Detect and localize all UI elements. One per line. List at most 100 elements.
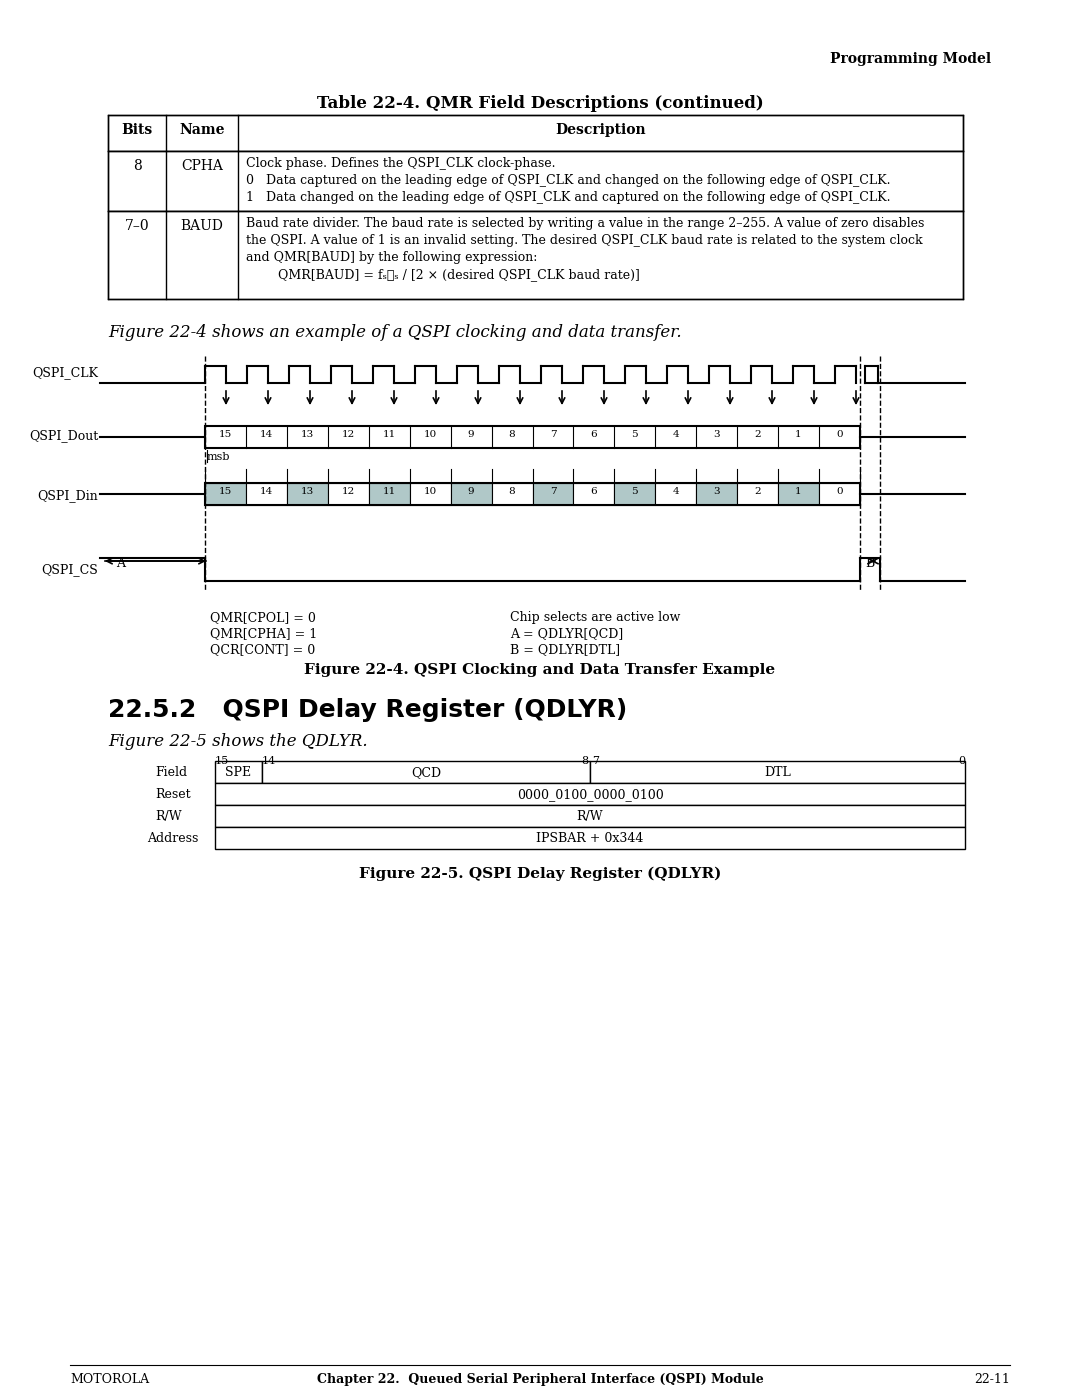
Text: B: B — [865, 557, 875, 570]
Text: CPHA: CPHA — [181, 159, 222, 173]
Text: Clock phase. Defines the QSPI_CLK clock-phase.: Clock phase. Defines the QSPI_CLK clock-… — [246, 156, 555, 170]
Text: 4: 4 — [673, 430, 679, 439]
Text: 22-11: 22-11 — [974, 1373, 1010, 1386]
Text: 6: 6 — [591, 430, 597, 439]
Bar — [108, 115, 963, 151]
Text: A = QDLYR[QCD]: A = QDLYR[QCD] — [510, 627, 623, 640]
Bar — [215, 827, 966, 849]
Text: 0: 0 — [836, 488, 842, 496]
Text: 0000_0100_0000_0100: 0000_0100_0000_0100 — [516, 788, 663, 800]
Bar — [246, 483, 287, 504]
Bar — [532, 483, 573, 504]
Bar — [215, 761, 261, 782]
Text: 3: 3 — [714, 488, 720, 496]
Text: R/W: R/W — [577, 810, 604, 823]
Text: Figure 22-5. QSPI Delay Register (QDLYR): Figure 22-5. QSPI Delay Register (QDLYR) — [359, 868, 721, 882]
Text: 1   Data changed on the leading edge of QSPI_CLK and captured on the following e: 1 Data changed on the leading edge of QS… — [246, 191, 891, 204]
Text: 13: 13 — [300, 488, 314, 496]
Bar — [108, 211, 963, 299]
Text: 22.5.2   QSPI Delay Register (QDLYR): 22.5.2 QSPI Delay Register (QDLYR) — [108, 698, 627, 722]
Text: 0: 0 — [958, 756, 966, 766]
Text: MOTOROLA: MOTOROLA — [70, 1373, 149, 1386]
Text: QMR[CPOL] = 0: QMR[CPOL] = 0 — [210, 610, 315, 624]
Bar — [205, 483, 860, 504]
Text: 1: 1 — [795, 488, 802, 496]
Text: B = QDLYR[DTL]: B = QDLYR[DTL] — [510, 643, 620, 657]
Text: 8: 8 — [133, 159, 141, 173]
Text: 1: 1 — [795, 430, 802, 439]
Text: 12: 12 — [341, 430, 355, 439]
Text: QCR[CONT] = 0: QCR[CONT] = 0 — [210, 643, 315, 657]
Text: 11: 11 — [382, 488, 396, 496]
Text: Chapter 22.  Queued Serial Peripheral Interface (QSPI) Module: Chapter 22. Queued Serial Peripheral Int… — [316, 1373, 764, 1386]
Text: msb: msb — [207, 453, 230, 462]
Bar — [409, 483, 450, 504]
Text: Name: Name — [179, 123, 225, 137]
Text: Description: Description — [555, 123, 646, 137]
Text: 11: 11 — [382, 430, 396, 439]
Bar — [590, 761, 966, 782]
Bar — [368, 483, 409, 504]
Text: 14: 14 — [261, 756, 276, 766]
Text: Figure 22-5 shows the QDLYR.: Figure 22-5 shows the QDLYR. — [108, 733, 367, 750]
Text: Baud rate divider. The baud rate is selected by writing a value in the range 2–2: Baud rate divider. The baud rate is sele… — [246, 217, 924, 231]
Text: QSPI_CS: QSPI_CS — [41, 563, 98, 576]
Text: Chip selects are active low: Chip selects are active low — [510, 610, 680, 624]
Bar — [738, 483, 778, 504]
Text: QSPI_CLK: QSPI_CLK — [32, 366, 98, 379]
Text: QMR[BAUD] = fₛ₞ₛ / [2 × (desired QSPI_CLK baud rate)]: QMR[BAUD] = fₛ₞ₛ / [2 × (desired QSPI_CL… — [262, 268, 639, 281]
Text: 14: 14 — [260, 430, 273, 439]
Bar — [573, 483, 615, 504]
Text: 8: 8 — [509, 488, 515, 496]
Text: 15: 15 — [215, 756, 229, 766]
Bar — [450, 483, 491, 504]
Text: Field: Field — [156, 766, 187, 780]
Bar — [615, 483, 656, 504]
Text: SPE: SPE — [226, 766, 252, 780]
Bar — [261, 761, 590, 782]
Text: 6: 6 — [591, 488, 597, 496]
Text: 2: 2 — [754, 488, 761, 496]
Bar — [491, 483, 532, 504]
Text: 0   Data captured on the leading edge of QSPI_CLK and changed on the following e: 0 Data captured on the leading edge of Q… — [246, 175, 891, 187]
Text: 14: 14 — [260, 488, 273, 496]
Text: IPSBAR + 0x344: IPSBAR + 0x344 — [537, 833, 644, 845]
Text: 12: 12 — [341, 488, 355, 496]
Bar — [205, 426, 860, 448]
Text: 7–0: 7–0 — [124, 219, 149, 233]
Bar — [287, 483, 328, 504]
Text: BAUD: BAUD — [180, 219, 224, 233]
Text: 7: 7 — [592, 756, 599, 766]
Text: Programming Model: Programming Model — [831, 52, 991, 66]
Text: 10: 10 — [423, 488, 436, 496]
Text: 10: 10 — [423, 430, 436, 439]
Text: 9: 9 — [468, 488, 474, 496]
Text: Address: Address — [147, 833, 199, 845]
Text: 7: 7 — [550, 430, 556, 439]
Text: 15: 15 — [219, 488, 232, 496]
Bar — [819, 483, 860, 504]
Text: QMR[CPHA] = 1: QMR[CPHA] = 1 — [210, 627, 318, 640]
Text: 7: 7 — [550, 488, 556, 496]
Text: 13: 13 — [300, 430, 314, 439]
Text: 3: 3 — [714, 430, 720, 439]
Text: Reset: Reset — [156, 788, 191, 800]
Text: the QSPI. A value of 1 is an invalid setting. The desired QSPI_CLK baud rate is : the QSPI. A value of 1 is an invalid set… — [246, 235, 922, 247]
Bar — [697, 483, 738, 504]
Text: Figure 22-4. QSPI Clocking and Data Transfer Example: Figure 22-4. QSPI Clocking and Data Tran… — [305, 664, 775, 678]
Text: Bits: Bits — [121, 123, 152, 137]
Text: 8: 8 — [581, 756, 588, 766]
Bar — [656, 483, 697, 504]
Text: QSPI_Dout: QSPI_Dout — [29, 429, 98, 441]
Text: 4: 4 — [673, 488, 679, 496]
Text: QSPI_Din: QSPI_Din — [37, 489, 98, 502]
Text: Table 22-4. QMR Field Descriptions (continued): Table 22-4. QMR Field Descriptions (cont… — [316, 95, 764, 112]
Text: R/W: R/W — [156, 810, 181, 823]
Text: 0: 0 — [836, 430, 842, 439]
Bar — [215, 805, 966, 827]
Bar — [108, 151, 963, 211]
Bar — [778, 483, 819, 504]
Bar — [205, 483, 246, 504]
Text: 2: 2 — [754, 430, 761, 439]
Text: A: A — [116, 557, 125, 570]
